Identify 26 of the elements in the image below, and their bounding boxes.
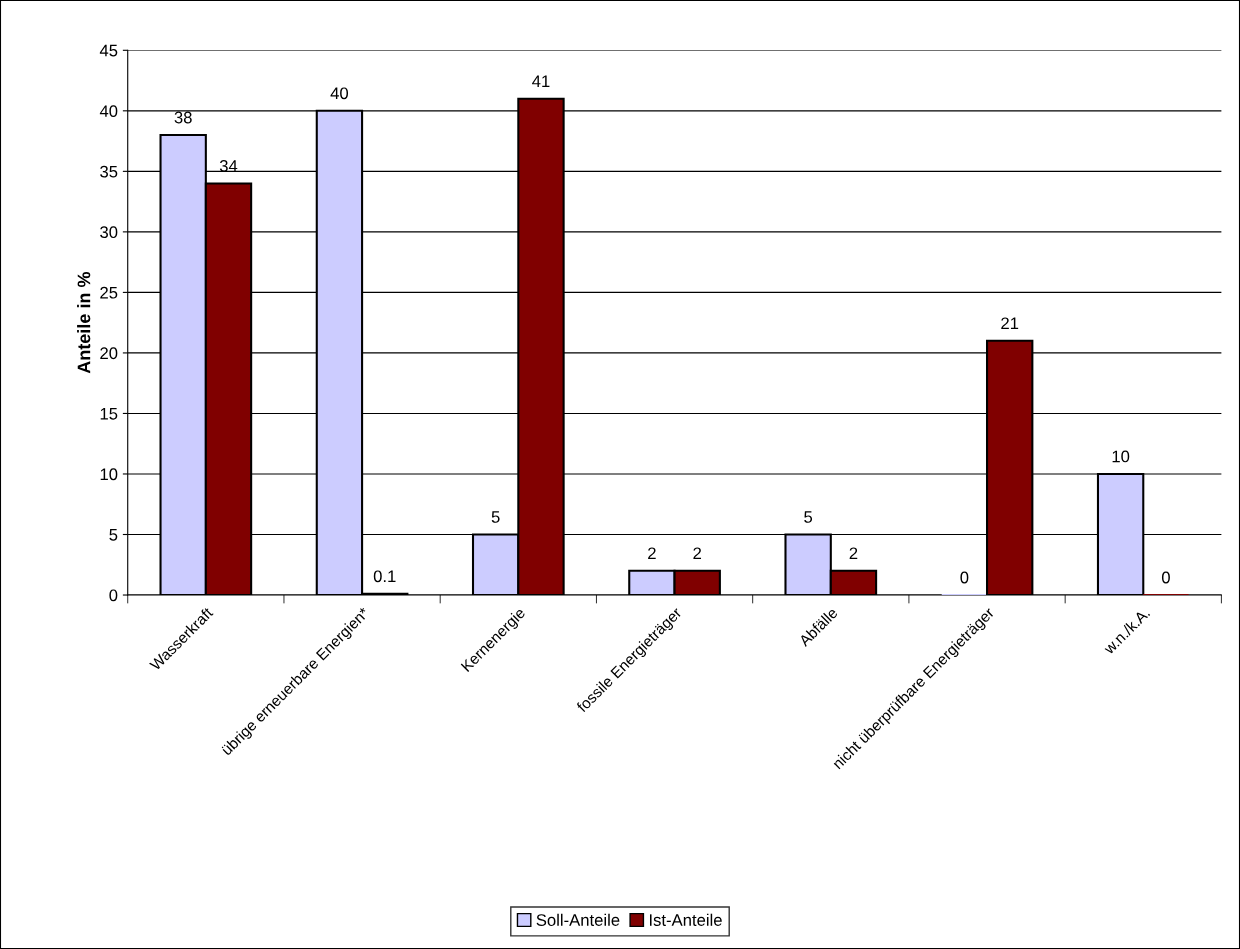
data-label: 10 (1112, 450, 1130, 463)
y-tick-label: 15 (100, 408, 118, 420)
data-label: 40 (330, 87, 349, 100)
y-tick-label: 20 (100, 347, 118, 360)
legend-label: Soll-Anteile (536, 913, 620, 926)
y-tick-label: 40 (99, 105, 118, 118)
y-tick-label: 25 (100, 286, 118, 299)
y-tick-label: 30 (100, 226, 118, 239)
data-label: 0 (960, 571, 969, 584)
legend-label: Ist-Anteile (649, 913, 722, 926)
data-label: 2 (849, 547, 858, 560)
y-tick-label: 10 (100, 468, 118, 481)
data-label: 5 (491, 511, 500, 523)
data-label: 38 (174, 111, 192, 124)
data-label: 2 (693, 547, 702, 560)
y-tick-label: 45 (99, 44, 118, 57)
data-label: 0.1 (373, 570, 396, 583)
data-label: 0 (1161, 571, 1170, 584)
y-tick-label: 0 (109, 589, 118, 602)
data-label: 2 (648, 547, 656, 560)
data-label: 41 (532, 75, 550, 87)
data-label: 5 (804, 511, 813, 523)
y-axis-title: Anteile in % (77, 271, 91, 374)
data-label: 21 (1001, 317, 1019, 330)
y-tick-label: 5 (109, 529, 118, 541)
y-tick-label: 35 (100, 165, 118, 178)
